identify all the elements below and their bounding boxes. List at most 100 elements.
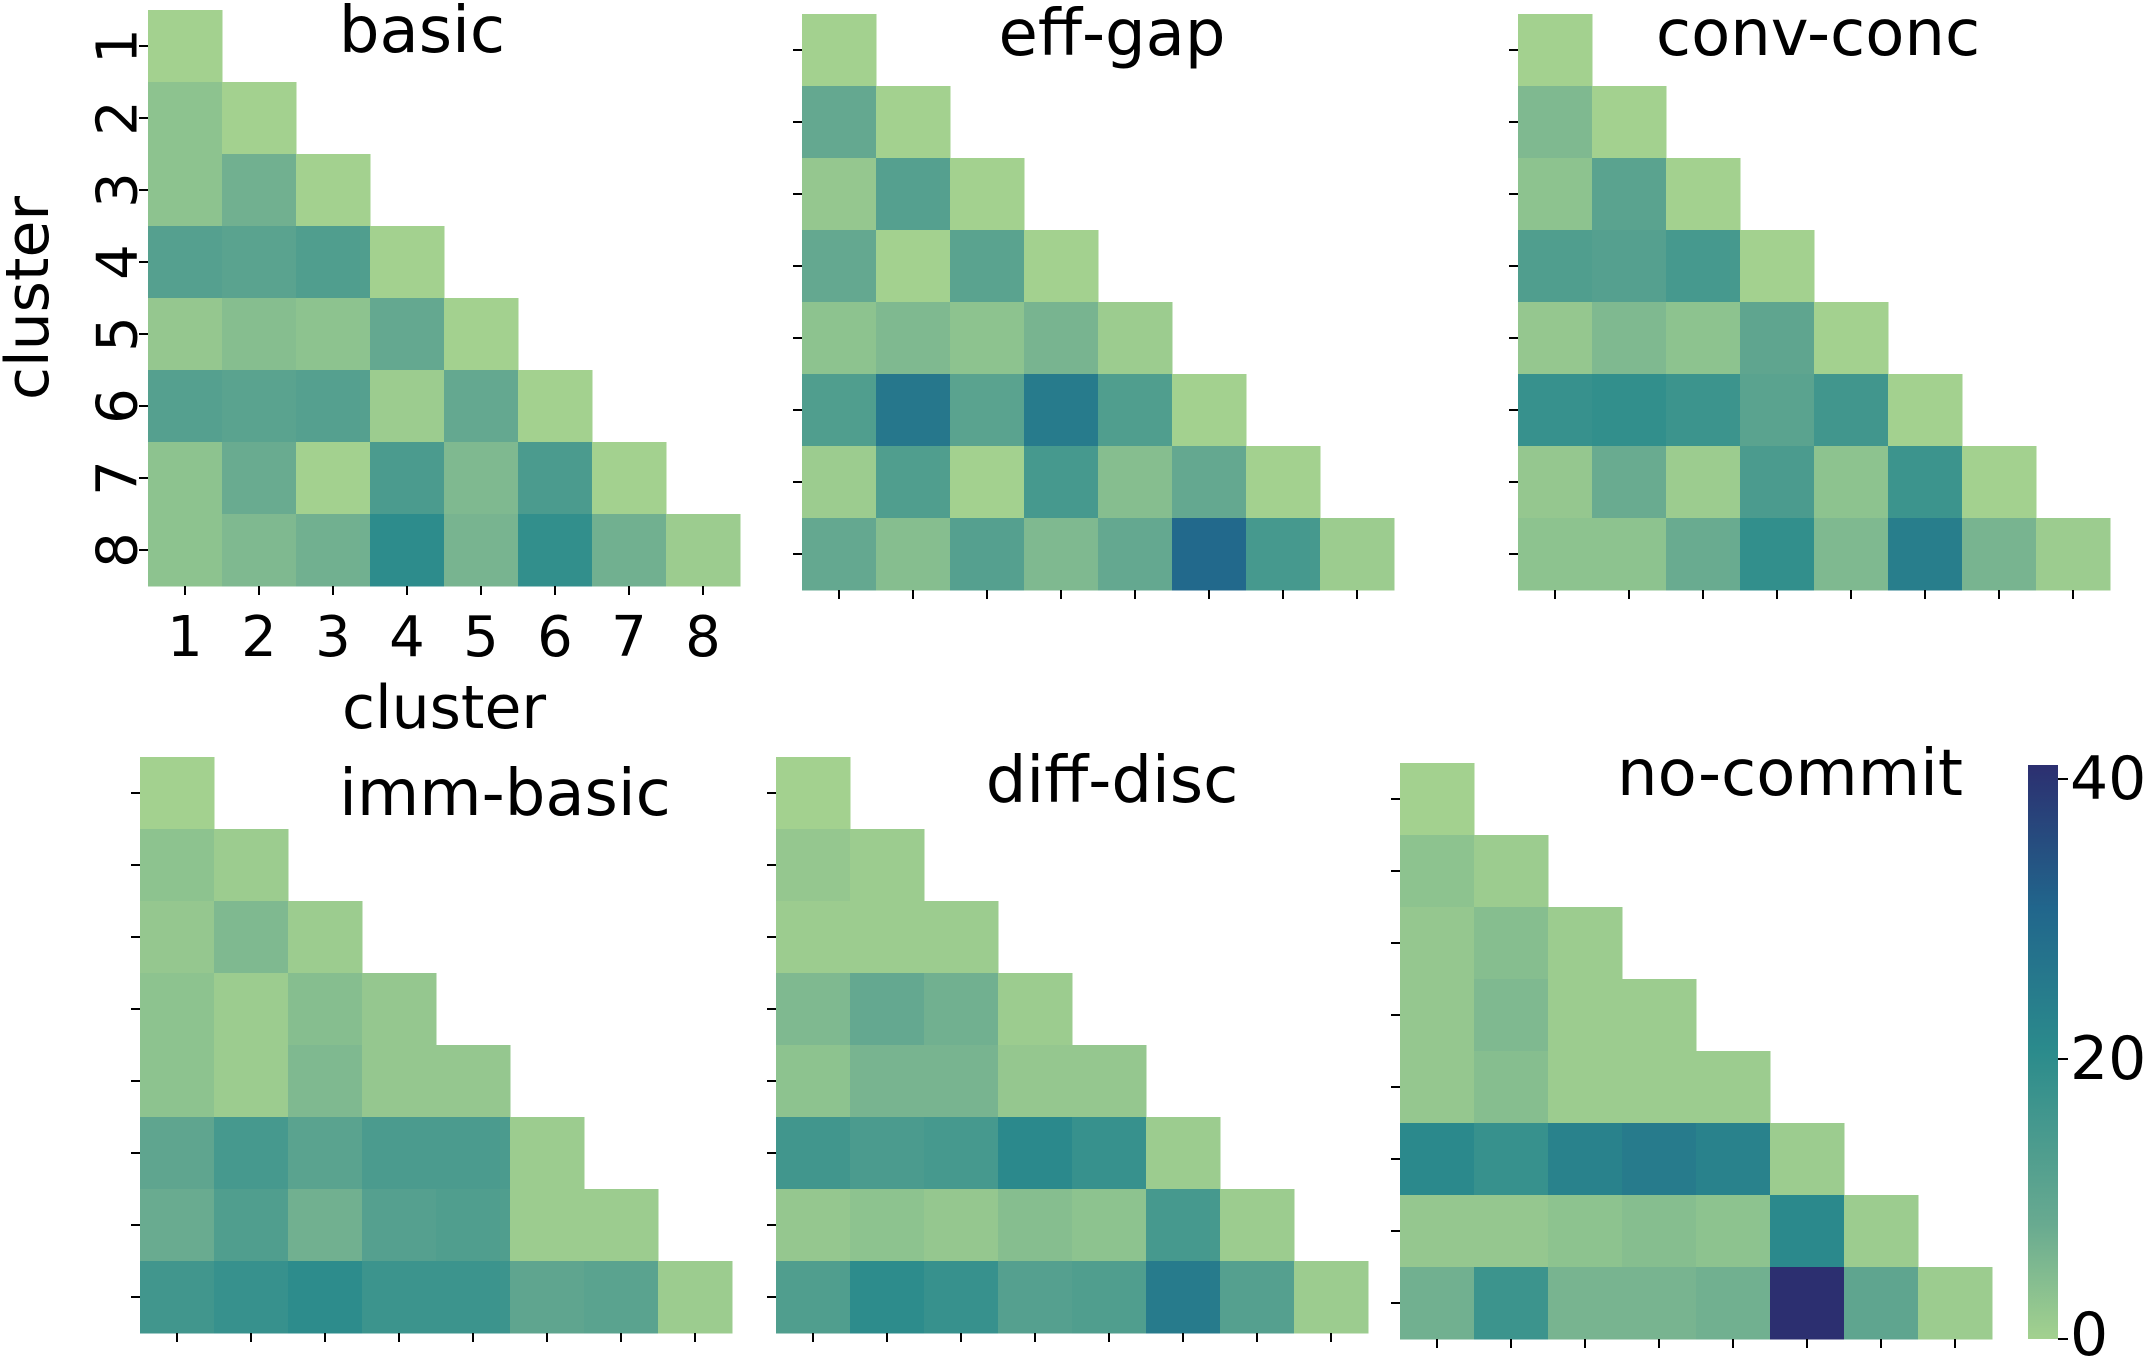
heatmap-cell (924, 1189, 999, 1262)
heatmap-cell (1770, 1123, 1845, 1196)
heatmap-cell (876, 302, 951, 375)
heatmap-cell (776, 757, 851, 830)
heatmap-cell (950, 518, 1025, 591)
heatmap-cell (950, 302, 1025, 375)
heatmap-cell (140, 1261, 215, 1334)
heatmap-cell (1666, 374, 1741, 447)
heatmap-cell (1666, 518, 1741, 591)
heatmap-cell (1146, 1117, 1221, 1190)
heatmap-cell (1622, 1195, 1697, 1268)
heatmap-cell (518, 514, 593, 587)
heatmap-cell (1666, 230, 1741, 303)
heatmap-cell (1740, 230, 1815, 303)
heatmap-cell (592, 442, 667, 515)
heatmap-cell (288, 1117, 363, 1190)
heatmap-cell (850, 829, 925, 902)
heatmap-cell (1024, 446, 1099, 519)
heatmap-cell (1622, 1267, 1697, 1340)
heatmap-cell (776, 1189, 851, 1262)
heatmap-cell (1548, 1123, 1623, 1196)
heatmap-cell (214, 1261, 289, 1334)
heatmap-cell (370, 370, 445, 443)
heatmap-cell (510, 1261, 585, 1334)
heatmap-cell (802, 374, 877, 447)
heatmap-cell (288, 1189, 363, 1262)
heatmap-cell (1024, 374, 1099, 447)
heatmap-cell (2036, 518, 2111, 591)
heatmap-cell (1474, 1195, 1549, 1268)
heatmap-cell (1474, 1123, 1549, 1196)
heatmap-cell (998, 1117, 1073, 1190)
heatmap-cell (214, 829, 289, 902)
heatmap-cell (1888, 374, 1963, 447)
y-tick-label: 8 (86, 532, 151, 568)
heatmap-cell (1072, 1189, 1147, 1262)
heatmap-cell (288, 1261, 363, 1334)
heatmap-conv-conc: conv-conc (1509, 0, 2111, 599)
heatmap-cell (214, 1117, 289, 1190)
heatmap-cell (1172, 374, 1247, 447)
heatmap-cell (1400, 1267, 1475, 1340)
heatmap-cell (1814, 374, 1889, 447)
heatmap-cell (998, 973, 1073, 1046)
heatmap-cell (510, 1189, 585, 1262)
heatmap-cell (1666, 302, 1741, 375)
heatmap-cell (1770, 1195, 1845, 1268)
heatmap-cell (444, 442, 519, 515)
heatmap-cell (1548, 979, 1623, 1052)
y-tick-label: 1 (86, 28, 151, 64)
heatmap-cell (1474, 835, 1549, 908)
heatmap-cell (148, 226, 223, 299)
heatmap-cell (876, 518, 951, 591)
heatmap-cell (950, 374, 1025, 447)
heatmap-cell (148, 82, 223, 155)
heatmap-cell (1072, 1117, 1147, 1190)
heatmap-cell (1918, 1267, 1993, 1340)
heatmap-cell (222, 514, 297, 587)
y-tick-label: 6 (86, 388, 151, 424)
heatmap-cell (444, 370, 519, 443)
heatmap-cell (148, 370, 223, 443)
y-tick-label: 7 (86, 460, 151, 496)
heatmap-cell (362, 1261, 437, 1334)
heatmap-cell (1548, 1267, 1623, 1340)
heatmap-cell (370, 514, 445, 587)
heatmap-cell (140, 829, 215, 902)
heatmap-cell (444, 298, 519, 371)
y-tick-label: 5 (86, 316, 151, 352)
heatmap-cell (1400, 1051, 1475, 1124)
heatmap-cell (1740, 374, 1815, 447)
heatmap-cell (296, 298, 371, 371)
heatmap-cell (666, 514, 741, 587)
heatmap-cell (1548, 1195, 1623, 1268)
heatmap-cell (214, 973, 289, 1046)
heatmap-cell (510, 1117, 585, 1190)
heatmap-cell (776, 1045, 851, 1118)
heatmap-cell (1962, 446, 2037, 519)
heatmap-cell (1740, 518, 1815, 591)
heatmap-cell (876, 374, 951, 447)
heatmap-cell (924, 973, 999, 1046)
heatmap-cell (1400, 835, 1475, 908)
heatmap-cell (518, 370, 593, 443)
heatmap-cell (1474, 907, 1549, 980)
heatmap-cell (776, 901, 851, 974)
heatmap-cell (802, 230, 877, 303)
heatmap-cell (1246, 446, 1321, 519)
heatmap-cell (140, 973, 215, 1046)
heatmap-cell (1592, 518, 1667, 591)
colorbar: 0 20 40 (2028, 744, 2146, 1365)
y-tick-label: 2 (86, 100, 151, 136)
heatmap-cell (296, 154, 371, 227)
heatmap-cell (802, 302, 877, 375)
heatmap-cell (1592, 230, 1667, 303)
y-tick-label: 4 (86, 244, 151, 280)
heatmap-cell (1146, 1189, 1221, 1262)
colorbar-ticks: 0 20 40 (2058, 744, 2146, 1365)
heatmap-cell (1622, 1123, 1697, 1196)
heatmap-cell (950, 230, 1025, 303)
heatmap-cell (288, 901, 363, 974)
heatmap-cell (584, 1261, 659, 1334)
heatmap-cell (436, 1117, 511, 1190)
heatmap-cell (876, 86, 951, 159)
